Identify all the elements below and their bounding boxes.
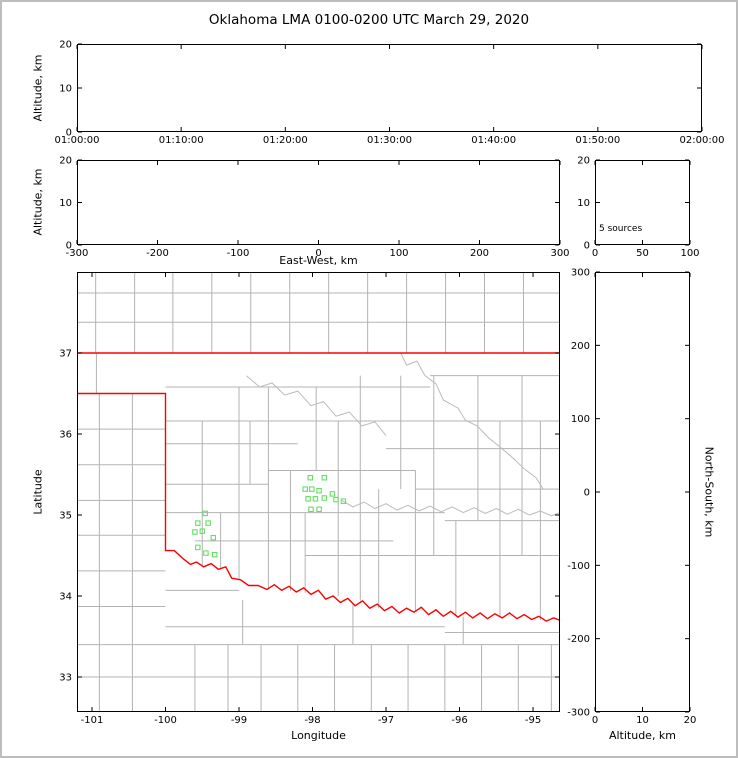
lma-source-marker — [333, 496, 339, 503]
x-tick-label: -99 — [231, 715, 247, 726]
ns-height-ylabel: North-South, km — [702, 446, 716, 538]
panel-frame — [595, 272, 690, 712]
x-tick-label: 100 — [389, 248, 408, 259]
x-tick-label: 20 — [684, 715, 697, 726]
lma-source-marker — [307, 474, 314, 481]
lma-source-marker — [340, 498, 347, 504]
y-tick-label: -100 — [567, 561, 590, 572]
y-tick-label: 20 — [59, 40, 72, 51]
lma-source-marker — [202, 510, 208, 517]
x-tick-label: 100 — [680, 248, 699, 259]
y-tick-label: 0 — [584, 241, 590, 252]
lma-source-marker — [321, 474, 328, 481]
time-height-ylabel: Altitude, km — [31, 54, 45, 122]
y-tick-label: 200 — [571, 341, 590, 352]
x-tick-label: 0 — [315, 248, 321, 259]
x-tick-label: 01:10:00 — [159, 135, 204, 146]
x-tick-label: 01:40:00 — [471, 135, 516, 146]
x-tick-label: 200 — [470, 248, 489, 259]
y-tick-label: 10 — [577, 198, 590, 209]
lma-source-marker — [192, 529, 198, 535]
x-tick-label: -97 — [378, 715, 394, 726]
x-tick-label: -98 — [304, 715, 320, 726]
lma-source-marker — [195, 520, 201, 526]
x-tick-label: -100 — [154, 715, 177, 726]
ns-height-xlabel: Altitude, km — [608, 729, 677, 742]
lma-source-marker — [199, 528, 206, 534]
lma-source-marker — [309, 486, 315, 492]
x-tick-label: 0 — [592, 248, 598, 259]
y-tick-label: 300 — [571, 268, 590, 279]
panel-frame — [77, 272, 560, 712]
y-tick-label: 37 — [59, 349, 72, 360]
lma-source-marker — [195, 544, 201, 551]
x-tick-label: -300 — [66, 248, 89, 259]
y-tick-label: 0 — [584, 488, 590, 499]
panel-frame — [595, 160, 690, 245]
ew-height-ylabel: Altitude, km — [31, 168, 45, 236]
x-tick-label: 50 — [636, 248, 649, 259]
y-tick-label: 10 — [59, 84, 72, 95]
panel-ew-height: -300 -200 -100 0 100 200 300 0 10 20 — [59, 156, 569, 260]
x-tick-label: -100 — [227, 248, 250, 259]
x-tick-label: -101 — [81, 715, 104, 726]
lma-source-marker — [308, 506, 314, 513]
lma-source-marker — [316, 506, 322, 513]
lma-source-marker — [211, 551, 218, 558]
lma-source-marker — [205, 520, 211, 526]
map-ylabel: Latitude — [31, 469, 45, 515]
x-tick-label: 01:20:00 — [263, 135, 308, 146]
sources-threshold-note: 5 sources — [599, 224, 643, 234]
lma-source-marker — [329, 491, 336, 497]
y-tick-label: 100 — [571, 414, 590, 425]
lma-source-marker — [305, 496, 311, 502]
y-tick-label: 34 — [59, 592, 72, 603]
lma-source-marker — [210, 534, 217, 541]
panel-time-height: 01:00:00 01:10:00 01:20:00 01:30:00 01:40:00… — [55, 40, 725, 147]
panel-ns-height: 0 10 20 -300 -200 -100 0 100 200 300 — [567, 268, 696, 727]
map-xlabel: Longitude — [291, 729, 346, 742]
lma-source-marker — [312, 496, 319, 502]
x-tick-label: 01:30:00 — [367, 135, 412, 146]
x-tick-label: 01:50:00 — [575, 135, 620, 146]
panel-frame — [77, 44, 702, 132]
x-tick-label: 01:00:00 — [55, 135, 100, 146]
x-tick-label: -200 — [146, 248, 169, 259]
x-tick-label: 300 — [550, 248, 569, 259]
y-tick-label: 33 — [59, 673, 72, 684]
river-line — [246, 375, 387, 436]
y-tick-label: 35 — [59, 511, 72, 522]
ew-height-xlabel: East-West, km — [279, 254, 358, 267]
y-tick-label: 0 — [66, 128, 72, 139]
state-border-line — [77, 392, 561, 622]
y-tick-label: 20 — [59, 156, 72, 167]
x-tick-label: 10 — [636, 715, 649, 726]
y-tick-label: -200 — [567, 634, 590, 645]
x-tick-label: -95 — [525, 715, 541, 726]
panel-source-histogram: 0 50 100 0 10 20 — [577, 156, 699, 260]
figure-title: Oklahoma LMA 0100-0200 UTC March 29, 202… — [208, 12, 530, 28]
lma-source-marker — [203, 550, 209, 556]
y-tick-label: 36 — [59, 430, 72, 441]
y-tick-label: 0 — [66, 241, 72, 252]
panel-plan-view: -101 -100 -99 -98 -97 -96 -95 33 34 35 36 37 — [59, 272, 561, 726]
y-tick-label: 10 — [59, 198, 72, 209]
river-line — [400, 352, 544, 490]
lma-source-marker — [321, 495, 328, 501]
panel-frame — [77, 160, 560, 245]
lma-source-marker — [316, 487, 322, 494]
x-tick-label: 02:00:00 — [680, 135, 725, 146]
river-line — [341, 499, 561, 517]
y-tick-label: 20 — [577, 156, 590, 167]
x-tick-label: 0 — [592, 715, 598, 726]
x-tick-label: -96 — [451, 715, 467, 726]
y-tick-label: -300 — [567, 708, 590, 719]
lma-source-marker — [302, 486, 308, 492]
